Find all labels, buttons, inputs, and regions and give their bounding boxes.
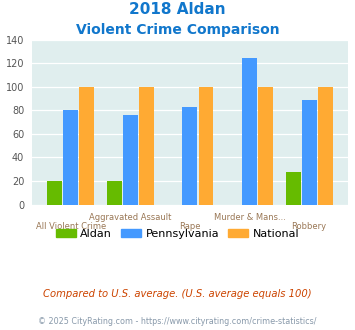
Text: Rape: Rape <box>179 222 201 231</box>
Bar <box>63 110 78 205</box>
Text: Violent Crime Comparison: Violent Crime Comparison <box>76 23 279 37</box>
Bar <box>182 107 197 205</box>
Bar <box>139 87 154 205</box>
Text: © 2025 CityRating.com - https://www.cityrating.com/crime-statistics/: © 2025 CityRating.com - https://www.city… <box>38 317 317 326</box>
Bar <box>318 87 333 205</box>
Bar <box>107 181 122 205</box>
Bar <box>242 58 257 205</box>
Bar <box>286 172 300 205</box>
Text: 2018 Aldan: 2018 Aldan <box>129 2 226 16</box>
Text: Aggravated Assault: Aggravated Assault <box>89 213 171 222</box>
Legend: Aldan, Pennsylvania, National: Aldan, Pennsylvania, National <box>51 225 304 244</box>
Bar <box>47 181 62 205</box>
Bar <box>198 87 213 205</box>
Bar <box>123 115 138 205</box>
Bar <box>79 87 94 205</box>
Text: All Violent Crime: All Violent Crime <box>36 222 106 231</box>
Text: Murder & Mans...: Murder & Mans... <box>214 213 285 222</box>
Bar <box>258 87 273 205</box>
Text: Compared to U.S. average. (U.S. average equals 100): Compared to U.S. average. (U.S. average … <box>43 289 312 299</box>
Text: Robbery: Robbery <box>291 222 327 231</box>
Bar <box>302 100 317 205</box>
